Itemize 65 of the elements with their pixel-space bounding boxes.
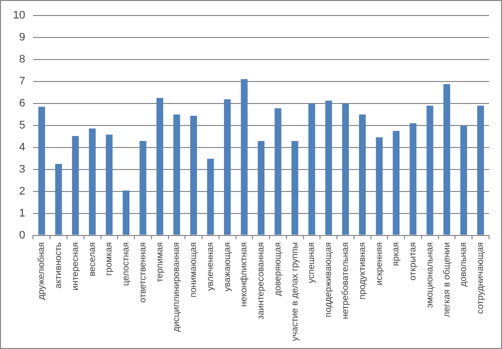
x-tick-label: успешная: [306, 242, 316, 284]
x-tick-label: яркая: [390, 242, 401, 266]
bar: [122, 190, 130, 235]
bar: [55, 164, 62, 235]
bar: [207, 158, 214, 235]
bar: [308, 103, 316, 235]
x-tick-label: участие в делах группы: [289, 242, 300, 341]
x-tick-label: увлеченная: [204, 242, 215, 291]
x-tick-label: эмоциональная: [424, 242, 434, 308]
y-tick-label: 9: [19, 32, 26, 44]
bar: [190, 116, 197, 235]
bar: [410, 123, 416, 235]
bar: [106, 134, 113, 235]
y-tick-label: 7: [19, 76, 26, 88]
x-tick-label: сотрудничающая: [475, 242, 486, 314]
x-tick-label: открытая: [408, 242, 418, 280]
x-tick-label: веселая: [86, 242, 97, 276]
y-tick-label: 1: [19, 207, 26, 220]
bar: [342, 103, 349, 235]
x-tick-label: заинтересованная: [256, 242, 266, 320]
y-tick-label: 4: [19, 141, 26, 154]
y-tick-label: 10: [12, 10, 26, 22]
y-tick-label: 5: [19, 119, 26, 132]
bar: [392, 130, 400, 235]
x-tick-label: целостная: [120, 242, 131, 286]
y-tick-label: 2: [19, 185, 26, 198]
bar: [173, 114, 180, 235]
bar: [88, 128, 96, 235]
x-tick-label: дисциплинированная: [171, 242, 182, 332]
bar: [443, 84, 450, 235]
bar: [38, 106, 46, 235]
bar: [140, 141, 146, 235]
x-tick-label: терпимая: [154, 242, 164, 282]
x-tick-label: активность: [53, 242, 64, 289]
x-tick-label: нетребовательная: [340, 242, 350, 320]
bar: [224, 99, 231, 235]
x-tick-label: интересная: [70, 242, 80, 291]
x-tick-label: довольная: [458, 242, 468, 287]
bar: [292, 141, 298, 235]
x-tick-label: легкая в общении: [441, 242, 452, 318]
bar: [426, 106, 434, 235]
y-tick-label: 6: [19, 97, 26, 110]
y-tick-label: 3: [19, 163, 26, 176]
x-tick-label: продуктивная: [356, 242, 367, 300]
y-tick-label: 0: [19, 229, 26, 242]
x-tick-label: ответственная: [137, 242, 148, 303]
bar: [376, 137, 383, 235]
bar: [460, 126, 468, 235]
bar: [240, 79, 248, 235]
bar: [156, 98, 164, 235]
bar: [359, 114, 366, 235]
x-tick-label: неконфликтная: [238, 242, 249, 307]
bar: [325, 100, 332, 235]
x-tick-label: дружелюбная: [36, 242, 46, 300]
bar: [274, 108, 282, 235]
x-tick-label: доверяющая: [272, 242, 282, 296]
x-tick-label: искренняя: [374, 242, 384, 286]
x-tick-label: понимающая: [188, 242, 198, 298]
bar: [72, 136, 79, 235]
x-tick-label: уважающая: [222, 242, 232, 292]
y-tick-label: 8: [19, 54, 26, 66]
x-tick-label: громкая: [104, 242, 114, 276]
bar: [258, 141, 264, 235]
bar: [477, 106, 484, 235]
x-tick-label: поддерживающая: [323, 242, 334, 318]
